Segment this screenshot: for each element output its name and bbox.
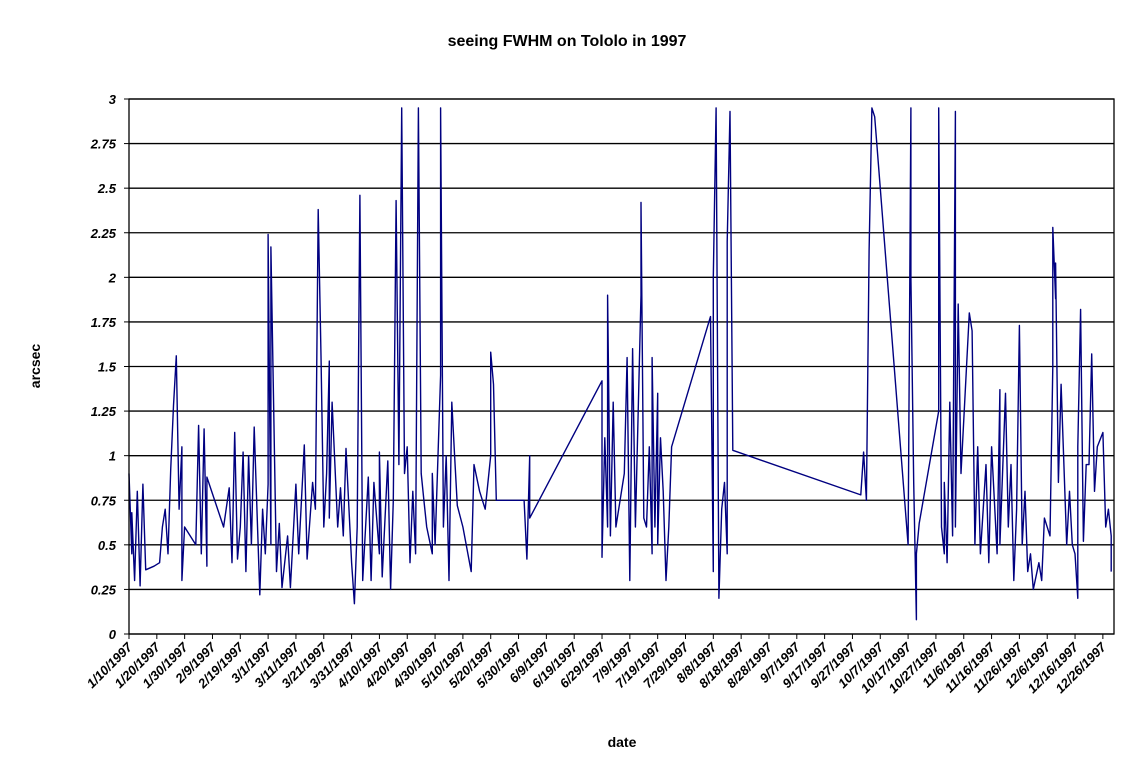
y-tick-label: 0 <box>109 627 117 642</box>
y-tick-label: 2.25 <box>90 226 117 241</box>
y-tick-label: 0.25 <box>91 582 117 597</box>
y-tick-label: 0.5 <box>98 538 117 553</box>
y-axis-title: arcsec <box>27 344 43 389</box>
data-line <box>128 107 1112 621</box>
y-tick-label: 1.25 <box>91 404 117 419</box>
y-tick-label: 2.75 <box>90 137 117 152</box>
y-tick-label: 1.75 <box>91 315 117 330</box>
y-tick-label: 2 <box>108 270 117 285</box>
y-tick-label: 0.75 <box>91 493 117 508</box>
y-tick-label: 3 <box>109 92 117 107</box>
y-tick-label: 1 <box>109 449 116 464</box>
x-axis-title: date <box>608 734 637 750</box>
plot-border <box>128 98 1115 635</box>
y-tick-label: 1.5 <box>98 360 117 375</box>
y-tick-label: 2.5 <box>97 181 117 196</box>
chart-title: seeing FWHM on Tololo in 1997 <box>448 33 687 50</box>
